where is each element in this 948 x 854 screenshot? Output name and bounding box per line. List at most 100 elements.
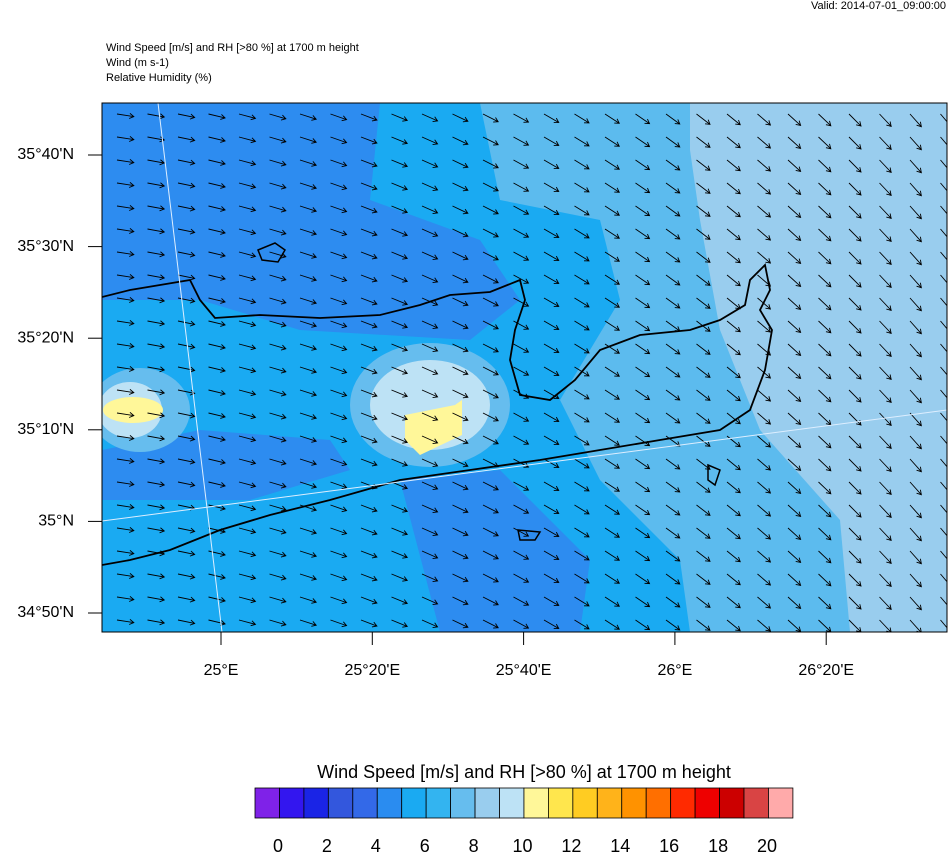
- wind-arrow: [909, 320, 922, 335]
- wind-arrow: [696, 274, 711, 286]
- wind-arrow: [208, 389, 226, 396]
- wind-arrow: [177, 205, 196, 212]
- wind-arrow: [269, 274, 287, 282]
- wind-arrow: [391, 573, 409, 582]
- wind-arrow: [269, 182, 287, 190]
- wind-arrow: [757, 504, 772, 517]
- wind-arrow: [879, 504, 892, 518]
- wind-arrow: [208, 412, 226, 419]
- wind-arrow: [269, 619, 287, 627]
- wind-arrow: [269, 481, 287, 489]
- wind-arrow: [208, 619, 226, 626]
- wind-arrow: [818, 343, 832, 357]
- wind-arrow: [696, 596, 711, 608]
- wind-arrow: [177, 481, 196, 488]
- colorbar-tick-label: 18: [708, 836, 728, 854]
- wind-arrow: [635, 251, 651, 263]
- wind-arrow: [208, 596, 226, 603]
- wind-arrow: [787, 366, 802, 379]
- wind-arrow: [543, 412, 560, 423]
- wind-arrow: [238, 251, 257, 259]
- wind-arrow: [238, 182, 257, 190]
- lat-label: 35°10'N: [17, 421, 74, 438]
- wind-arrow: [391, 504, 409, 513]
- wind-arrow: [391, 435, 409, 444]
- wind-arrow: [147, 297, 166, 304]
- wind-arrow: [665, 619, 681, 631]
- wind-arrow: [482, 205, 499, 215]
- wind-arrow: [482, 596, 499, 606]
- wind-arrow: [330, 205, 348, 214]
- wind-arrow: [574, 458, 590, 469]
- wind-arrow: [116, 297, 135, 303]
- wind-arrow: [604, 435, 620, 446]
- wind-arrow: [665, 297, 681, 309]
- wind-arrow: [848, 297, 862, 311]
- wind-arrow: [665, 573, 681, 585]
- wind-arrow: [574, 619, 590, 630]
- wind-arrow: [543, 182, 560, 193]
- wind-arrow: [787, 458, 802, 471]
- colorbar-box: [523, 787, 549, 819]
- wind-arrow: [726, 389, 741, 402]
- wind-arrow: [452, 481, 469, 491]
- lat-label: 35°30'N: [17, 238, 74, 255]
- wind-arrow: [360, 619, 378, 628]
- wind-arrow: [757, 205, 772, 218]
- lat-label: 35°N: [38, 513, 74, 530]
- wind-arrow: [513, 596, 530, 606]
- colorbar-box: [352, 787, 378, 819]
- wind-arrow: [513, 113, 530, 123]
- wind-arrow: [269, 596, 287, 604]
- colorbar-box: [596, 787, 623, 819]
- wind-arrow: [299, 205, 318, 213]
- wind-arrow: [330, 596, 348, 605]
- wind-arrow: [482, 274, 499, 284]
- wind-arrow: [177, 527, 196, 534]
- wind-arrow: [879, 159, 892, 173]
- wind-arrow: [147, 274, 166, 281]
- wind-arrow: [848, 251, 862, 265]
- wind-arrow: [208, 159, 226, 166]
- wind-arrow: [818, 573, 832, 587]
- wind-arrow: [574, 550, 590, 561]
- wind-arrow: [726, 550, 741, 563]
- wind-arrow: [665, 343, 681, 355]
- wind-arrow: [452, 412, 469, 422]
- wind-arrow: [818, 182, 832, 196]
- wind-arrow: [482, 320, 499, 330]
- wind-arrow: [543, 274, 560, 285]
- wind-arrow: [879, 481, 892, 495]
- wind-arrow: [330, 228, 348, 237]
- wind-arrow: [818, 228, 832, 242]
- wind-arrow: [726, 527, 741, 540]
- wind-arrow: [177, 412, 196, 419]
- wind-arrow: [574, 297, 590, 308]
- coastline: [517, 529, 542, 541]
- wind-arrow: [909, 182, 922, 197]
- wind-arrow: [635, 274, 651, 286]
- wind-arrow: [635, 113, 651, 125]
- wind-arrow: [574, 481, 590, 492]
- wind-arrow: [940, 205, 947, 218]
- wind-arrow: [452, 550, 469, 560]
- wind-arrow: [116, 320, 135, 326]
- wind-arrow: [879, 366, 892, 380]
- wind-arrow: [391, 596, 409, 605]
- wind-arrow: [238, 619, 257, 627]
- wind-arrow: [482, 113, 499, 123]
- wind-arrow: [391, 228, 409, 237]
- wind-arrow: [818, 504, 832, 518]
- wind-arrow: [787, 113, 802, 126]
- wind-arrow: [726, 481, 741, 494]
- wind-arrow: [513, 297, 530, 307]
- wind-arrow: [482, 297, 499, 307]
- wind-arrow: [604, 527, 620, 538]
- wind-arrow: [696, 412, 711, 424]
- wind-arrow: [513, 274, 530, 284]
- wind-arrow: [360, 389, 378, 398]
- wind-arrow: [696, 113, 711, 125]
- wind-arrow: [909, 113, 922, 128]
- colorbar-box: [719, 787, 745, 819]
- wind-arrow: [116, 205, 135, 211]
